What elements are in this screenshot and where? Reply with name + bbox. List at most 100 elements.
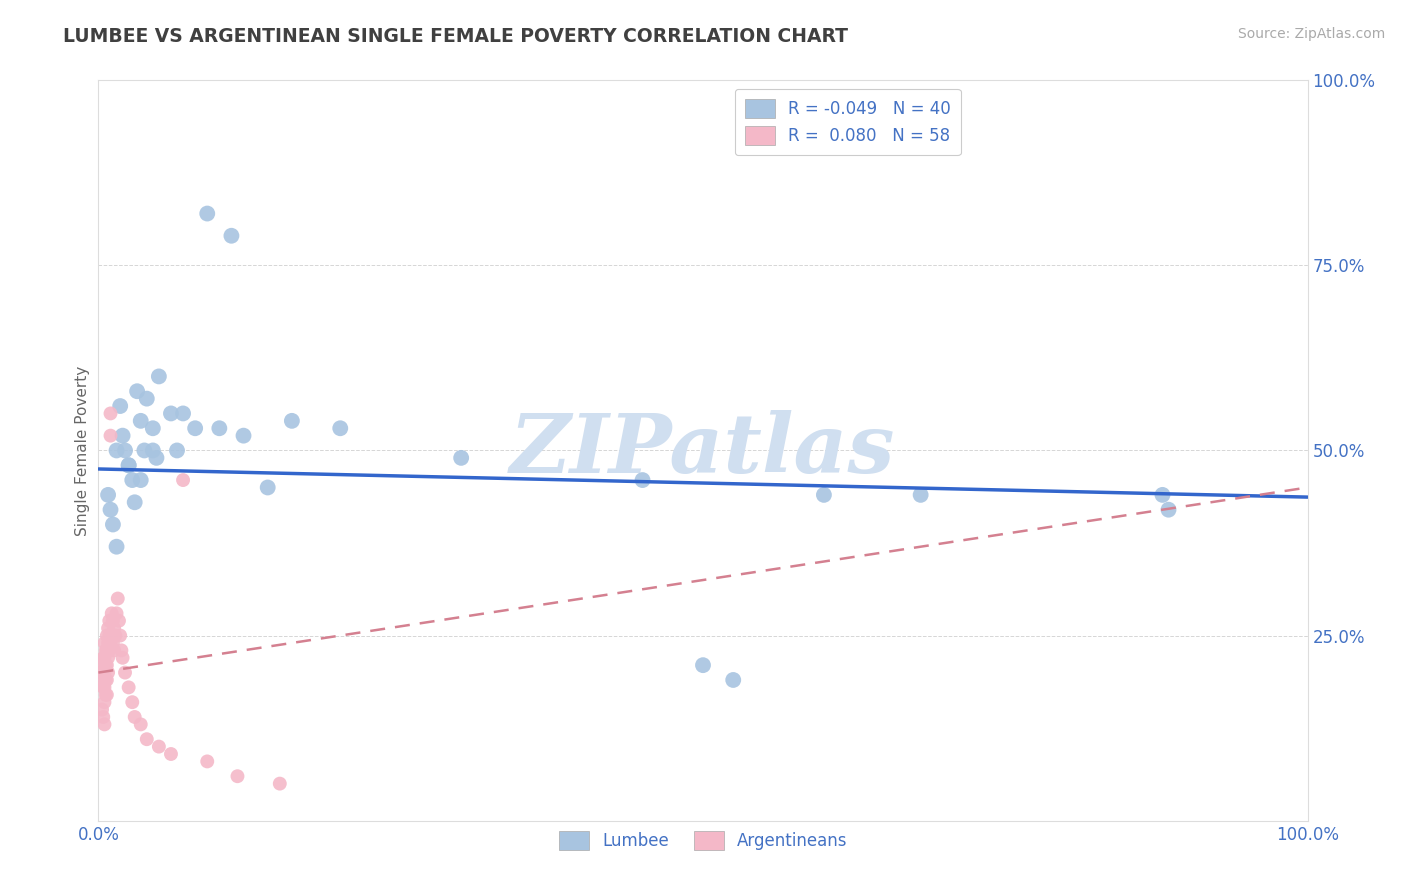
Point	[114, 665, 136, 680]
Point	[107, 591, 129, 606]
Point	[160, 407, 183, 421]
Point	[631, 473, 654, 487]
Point	[129, 717, 152, 731]
Legend: Lumbee, Argentineans: Lumbee, Argentineans	[553, 824, 853, 856]
Point	[101, 636, 124, 650]
Point	[166, 443, 188, 458]
Point	[93, 681, 115, 695]
Point	[221, 228, 243, 243]
Point	[91, 665, 114, 680]
Point	[101, 517, 124, 532]
Point	[108, 399, 131, 413]
Point	[135, 732, 157, 747]
Point	[101, 614, 124, 628]
Text: ZIPatlas: ZIPatlas	[510, 410, 896, 491]
Point	[692, 658, 714, 673]
Point	[94, 673, 117, 687]
Point	[93, 650, 115, 665]
Point	[96, 628, 118, 642]
Point	[1152, 488, 1174, 502]
Point	[104, 628, 127, 642]
Y-axis label: Single Female Poverty: Single Female Poverty	[75, 366, 90, 535]
Point	[97, 636, 120, 650]
Point	[110, 643, 132, 657]
Point	[103, 621, 125, 635]
Point	[111, 650, 134, 665]
Point	[269, 776, 291, 791]
Point	[100, 407, 122, 421]
Point	[160, 747, 183, 761]
Point	[105, 443, 128, 458]
Point	[256, 480, 278, 494]
Point	[135, 392, 157, 406]
Point	[105, 607, 128, 621]
Point	[232, 428, 254, 442]
Point	[93, 636, 115, 650]
Point	[148, 369, 170, 384]
Point	[118, 681, 141, 695]
Point	[96, 673, 118, 687]
Point	[98, 628, 121, 642]
Point	[195, 755, 218, 769]
Point	[100, 636, 122, 650]
Point	[100, 607, 122, 621]
Point	[108, 628, 131, 642]
Point	[98, 614, 121, 628]
Point	[93, 717, 115, 731]
Point	[208, 421, 231, 435]
Point	[450, 450, 472, 465]
Point	[90, 658, 112, 673]
Point	[100, 428, 122, 442]
Point	[97, 665, 120, 680]
Point	[91, 710, 114, 724]
Point	[111, 428, 134, 442]
Point	[226, 769, 249, 783]
Point	[91, 681, 114, 695]
Point	[145, 450, 167, 465]
Point	[94, 658, 117, 673]
Point	[94, 688, 117, 702]
Text: LUMBEE VS ARGENTINEAN SINGLE FEMALE POVERTY CORRELATION CHART: LUMBEE VS ARGENTINEAN SINGLE FEMALE POVE…	[63, 27, 848, 45]
Point	[134, 443, 156, 458]
Point	[910, 488, 932, 502]
Point	[121, 695, 143, 709]
Point	[91, 665, 114, 680]
Point	[96, 643, 118, 657]
Point	[97, 650, 120, 665]
Point	[148, 739, 170, 754]
Point	[91, 650, 114, 665]
Point	[124, 495, 146, 509]
Point	[127, 384, 149, 399]
Point	[91, 673, 114, 687]
Point	[124, 710, 146, 724]
Point	[93, 695, 115, 709]
Point	[100, 502, 122, 516]
Point	[108, 614, 131, 628]
Point	[118, 458, 141, 473]
Point	[172, 407, 194, 421]
Point	[96, 658, 118, 673]
Point	[329, 421, 352, 435]
Point	[96, 688, 118, 702]
Point	[103, 643, 125, 657]
Point	[184, 421, 207, 435]
Point	[142, 443, 165, 458]
Point	[105, 540, 128, 554]
Point	[91, 703, 114, 717]
Point	[98, 643, 121, 657]
Point	[195, 206, 218, 220]
Point	[118, 458, 141, 473]
Point	[94, 643, 117, 657]
Point	[93, 665, 115, 680]
Text: Source: ZipAtlas.com: Source: ZipAtlas.com	[1237, 27, 1385, 41]
Point	[129, 414, 152, 428]
Point	[97, 621, 120, 635]
Point	[121, 473, 143, 487]
Point	[100, 628, 122, 642]
Point	[97, 488, 120, 502]
Point	[142, 421, 165, 435]
Point	[172, 473, 194, 487]
Point	[114, 443, 136, 458]
Point	[1157, 502, 1180, 516]
Point	[129, 473, 152, 487]
